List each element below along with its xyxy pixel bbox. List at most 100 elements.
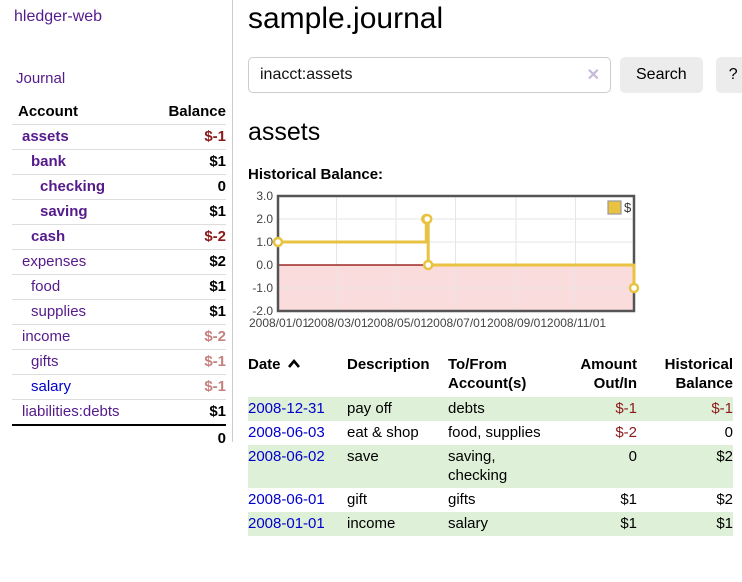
data-point-marker xyxy=(422,259,434,271)
account-name-cell: expenses xyxy=(12,250,147,275)
account-row: supplies $1 xyxy=(12,300,226,325)
data-point-marker xyxy=(628,282,640,294)
search-input-wrap: ✕ xyxy=(248,57,611,93)
register-row: 2008-06-01 gift gifts $1 $2 xyxy=(248,488,733,512)
transaction-amount: $1 xyxy=(620,491,637,508)
account-header-row: Account Balance xyxy=(12,100,226,125)
account-name-cell: checking xyxy=(12,175,147,200)
account-link[interactable]: supplies xyxy=(31,303,87,320)
transaction-description: gift xyxy=(347,491,368,508)
account-balance: $1 xyxy=(209,303,226,320)
description-column-header: Description xyxy=(347,356,430,373)
account-link[interactable]: gifts xyxy=(31,353,59,370)
register-row: 2008-12-31 pay off debts $-1 $-1 xyxy=(248,397,733,421)
clear-search-icon[interactable]: ✕ xyxy=(586,67,600,84)
account-name-cell: gifts xyxy=(12,350,147,375)
sort-ascending-icon xyxy=(287,358,300,368)
transaction-accounts: gifts xyxy=(448,491,476,508)
account-link[interactable]: liabilities:debts xyxy=(22,403,120,420)
x-tick-label: 2008/09/01 xyxy=(487,316,547,330)
transaction-balance: $1 xyxy=(716,515,733,532)
data-point-marker xyxy=(272,236,284,248)
account-page-title: assets xyxy=(248,118,321,146)
transaction-amount: $-1 xyxy=(615,400,637,417)
account-row: liabilities:debts $1 xyxy=(12,400,226,425)
account-row: assets $-1 xyxy=(12,125,226,150)
transaction-date-link[interactable]: 2008-06-02 xyxy=(248,448,325,465)
help-button[interactable]: ? xyxy=(715,57,742,93)
data-point-marker xyxy=(421,213,433,225)
account-balance: $1 xyxy=(209,403,226,420)
account-link[interactable]: assets xyxy=(22,128,69,145)
account-name-cell: income xyxy=(12,325,147,350)
date-header-label: Date xyxy=(248,356,281,373)
search-button[interactable]: Search xyxy=(620,57,703,93)
account-total-spacer xyxy=(12,425,147,451)
balance-column-header: Balance xyxy=(168,103,226,120)
account-balance: $-1 xyxy=(204,378,226,395)
transaction-amount: 0 xyxy=(628,448,637,465)
transaction-description: income xyxy=(347,515,396,532)
transaction-date-cell: 2008-06-02 xyxy=(248,445,347,488)
account-link[interactable]: cash xyxy=(31,228,66,245)
x-tick-label: 2008/03/01 xyxy=(307,316,367,330)
account-name-cell: saving xyxy=(12,200,147,225)
account-row: checking 0 xyxy=(12,175,226,200)
account-rows: assets $-1 bank $1 checking 0 saving $1 cash $-2 e… xyxy=(12,125,226,425)
nav-journal-link[interactable]: Journal xyxy=(16,70,66,87)
main-content: sample.journal ✕ Search ? assets Histori… xyxy=(233,0,742,582)
transaction-description: pay off xyxy=(347,400,392,417)
account-name-cell: supplies xyxy=(12,300,147,325)
transaction-date-cell: 2008-06-01 xyxy=(248,488,347,512)
transaction-date-link[interactable]: 2008-12-31 xyxy=(248,400,325,417)
account-row: food $1 xyxy=(12,275,226,300)
register-row: 2008-06-02 save saving, checking 0 $2 xyxy=(248,445,733,488)
transaction-accounts: saving, checking xyxy=(448,448,508,484)
account-balance: $1 xyxy=(209,278,226,295)
account-link[interactable]: expenses xyxy=(22,253,87,270)
balance-chart-svg: -2.0 -1.0 0.0 1.0 2.0 3.0 2008/01/012008/03/01… xyxy=(249,189,640,330)
account-balance: $-2 xyxy=(204,228,226,245)
account-total-balance: 0 xyxy=(217,430,226,447)
date-column-header[interactable]: Date xyxy=(248,353,347,397)
account-balance: 0 xyxy=(217,178,226,195)
y-tick-label: -2.0 xyxy=(252,304,273,318)
app-brand-link[interactable]: hledger-web xyxy=(14,8,103,25)
account-name-cell: bank xyxy=(12,150,147,175)
register-rows: 2008-12-31 pay off debts $-1 $-1 2008-06-03 ea… xyxy=(248,397,733,536)
account-link[interactable]: bank xyxy=(31,153,67,170)
account-row: bank $1 xyxy=(12,150,226,175)
account-link[interactable]: checking xyxy=(40,178,106,195)
transaction-balance: 0 xyxy=(724,424,733,441)
account-link[interactable]: food xyxy=(31,278,61,295)
plot-border xyxy=(276,194,636,313)
account-row: expenses $2 xyxy=(12,250,226,275)
search-input[interactable] xyxy=(248,57,611,93)
transaction-date-link[interactable]: 2008-06-01 xyxy=(248,491,325,508)
transaction-date-cell: 2008-06-03 xyxy=(248,421,347,445)
transaction-balance: $2 xyxy=(716,491,733,508)
chart-label: Historical Balance: xyxy=(248,166,384,183)
historical-balance-chart: -2.0 -1.0 0.0 1.0 2.0 3.0 2008/01/01 2008/03/01… xyxy=(248,189,742,332)
account-name-cell: cash xyxy=(12,225,147,250)
account-link[interactable]: income xyxy=(22,328,71,345)
x-tick-label: 2008/11/01 xyxy=(547,316,606,330)
sidebar-nav: Journal xyxy=(12,26,225,87)
y-tick-label: -1.0 xyxy=(252,281,273,295)
register-row: 2008-01-01 income salary $1 $1 xyxy=(248,512,733,536)
transaction-accounts: food, supplies xyxy=(448,424,541,441)
account-link[interactable]: salary xyxy=(31,378,72,395)
account-tree-table: Account Balance assets $-1 bank $1 checking 0… xyxy=(12,100,226,451)
transaction-date-cell: 2008-01-01 xyxy=(248,512,347,536)
transaction-date-link[interactable]: 2008-01-01 xyxy=(248,515,325,532)
transaction-amount: $1 xyxy=(620,515,637,532)
account-balance: $-1 xyxy=(204,353,226,370)
y-tick-label: 0.0 xyxy=(256,258,273,272)
account-row: salary $-1 xyxy=(12,375,226,400)
y-tick-label: 3.0 xyxy=(256,189,273,203)
account-link[interactable]: saving xyxy=(40,203,88,220)
transaction-accounts: salary xyxy=(448,515,489,532)
transaction-date-link[interactable]: 2008-06-03 xyxy=(248,424,325,441)
account-balance: $2 xyxy=(209,253,226,270)
account-name-cell: assets xyxy=(12,125,147,150)
